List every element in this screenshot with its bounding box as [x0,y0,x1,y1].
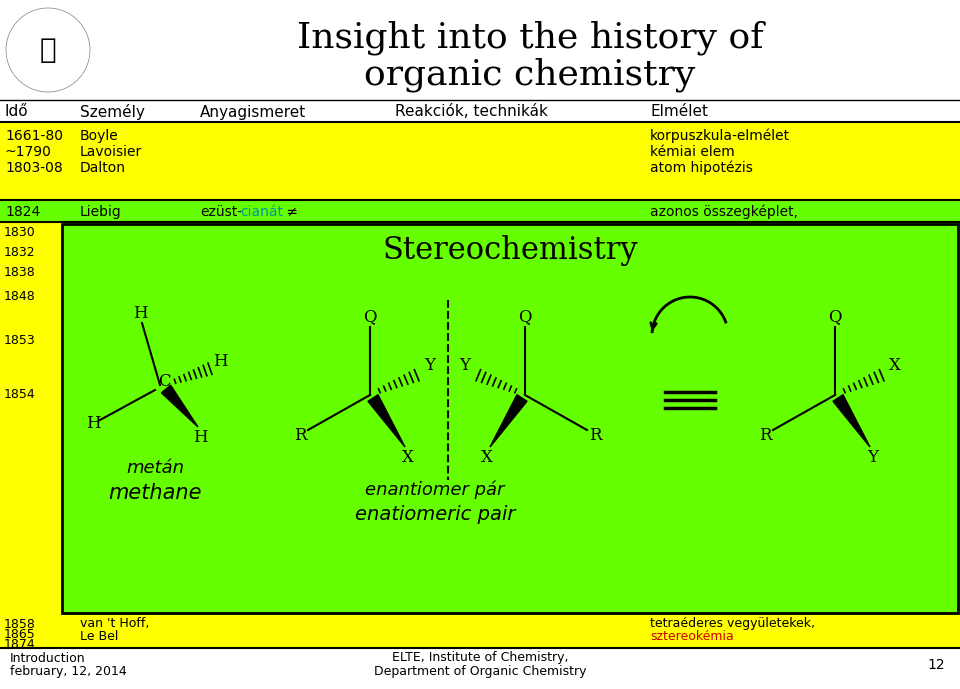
Bar [62,224,958,613]
Bar [0,200,960,222]
Text: ≠: ≠ [282,205,298,219]
Text: H: H [132,305,147,322]
Text: 1874: 1874 [4,637,36,650]
Text: kémiai elem: kémiai elem [650,145,734,159]
Text: korpuszkula-elmélet: korpuszkula-elmélet [650,129,790,143]
Text: organic chemistry: organic chemistry [365,58,696,92]
Bar [0,222,62,615]
Text: metán: metán [126,459,184,477]
Text: Q: Q [363,309,376,325]
Text: Stereochemistry: Stereochemistry [382,234,637,265]
Text: enantiomer pár: enantiomer pár [366,481,505,500]
Text: 1832: 1832 [4,245,36,258]
Text: Introduction: Introduction [10,652,85,664]
Text: ELTE, Institute of Chemistry,: ELTE, Institute of Chemistry, [392,652,568,664]
Polygon shape [161,385,198,427]
Text: 🏛: 🏛 [39,36,57,64]
Text: 1824: 1824 [5,205,40,219]
Text: Elmélet: Elmélet [650,105,708,119]
Text: february, 12, 2014: february, 12, 2014 [10,664,127,677]
Text: Q: Q [828,309,842,325]
Text: H: H [213,353,228,369]
Bar [0,122,960,200]
Text: Q: Q [518,309,532,325]
Text: enatiomeric pair: enatiomeric pair [355,506,516,524]
Text: 1853: 1853 [4,333,36,347]
Text: ~1790: ~1790 [5,145,52,159]
Bar [0,100,960,122]
Text: Y: Y [868,449,878,466]
Text: Insight into the history of: Insight into the history of [297,21,763,55]
Text: ezüst-: ezüst- [200,205,242,219]
Bar [0,648,960,689]
Text: X: X [889,356,900,373]
Text: Lavoisier: Lavoisier [80,145,142,159]
Text: atom hipotézis: atom hipotézis [650,161,753,175]
Text: 1848: 1848 [4,289,36,302]
Text: Y: Y [460,356,470,373]
Text: Liebig: Liebig [80,205,122,219]
Text: C: C [157,373,170,389]
Text: R: R [758,426,771,444]
Text: Anyagismeret: Anyagismeret [200,105,306,119]
Text: Le Bel: Le Bel [80,630,118,643]
Text: R: R [588,426,601,444]
Text: 1858: 1858 [4,617,36,630]
Text: tetraéderes vegyületekek,: tetraéderes vegyületekek, [650,617,815,630]
Polygon shape [833,395,870,447]
Text: H: H [193,429,207,446]
Text: X: X [402,449,414,466]
Text: methane: methane [108,483,202,503]
Text: 1661-80: 1661-80 [5,129,63,143]
Text: cianát: cianát [240,205,283,219]
Text: H: H [85,415,100,431]
Text: sztereokémia: sztereokémia [650,630,733,643]
Text: Személy: Személy [80,104,145,120]
Text: R: R [294,426,306,444]
Bar [0,222,960,615]
Text: Y: Y [424,356,436,373]
Bar [0,615,960,648]
Text: 1803-08: 1803-08 [5,161,62,175]
Polygon shape [490,395,527,447]
Text: Boyle: Boyle [80,129,119,143]
Text: 1830: 1830 [4,227,36,240]
Text: 1854: 1854 [4,389,36,402]
Text: Reakciók, technikák: Reakciók, technikák [395,105,548,119]
Circle shape [6,8,90,92]
Text: azonos összegképlet,: azonos összegképlet, [650,205,798,219]
Text: van 't Hoff,: van 't Hoff, [80,617,150,630]
Text: 1865: 1865 [4,628,36,641]
Text: X: X [481,449,492,466]
Text: Dalton: Dalton [80,161,126,175]
Text: 12: 12 [927,658,945,672]
Text: 1838: 1838 [4,265,36,278]
Bar [0,0,960,100]
Text: Department of Organic Chemistry: Department of Organic Chemistry [373,664,587,677]
Text: Idő: Idő [5,105,29,119]
Polygon shape [368,395,405,447]
